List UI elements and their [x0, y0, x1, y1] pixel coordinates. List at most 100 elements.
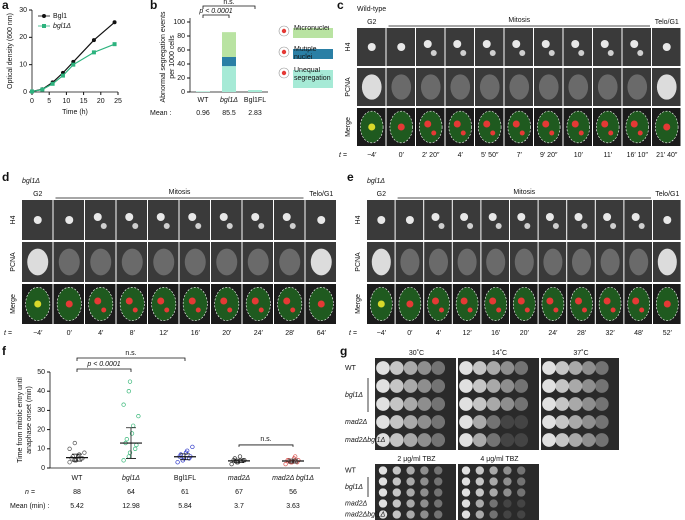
phase-label: G2 — [367, 19, 376, 26]
spot — [392, 466, 401, 475]
spot — [434, 466, 443, 475]
spot — [503, 488, 512, 497]
condition-label: 4 μg/ml TBZ — [480, 456, 519, 463]
spot — [392, 510, 401, 519]
nucleus — [512, 120, 520, 128]
spot — [489, 466, 498, 475]
point — [40, 87, 45, 92]
legend-label: Mutiple nuclei — [294, 46, 317, 61]
strain-label: WT — [345, 467, 357, 474]
spot — [434, 477, 443, 486]
signal — [405, 216, 414, 224]
signal — [65, 216, 74, 224]
time-value: 0′ — [67, 330, 73, 337]
spot — [500, 397, 515, 411]
mean-value: 12.98 — [122, 503, 140, 510]
time-value: 4′ — [436, 330, 442, 337]
spot — [403, 361, 418, 375]
nucleus — [432, 297, 439, 305]
spot — [555, 415, 570, 429]
spot — [459, 397, 473, 411]
y-axis-label: Time from mitotic entry until — [17, 377, 24, 463]
x-tick-label: bgl1Δ — [122, 475, 140, 482]
cell-outline — [541, 287, 565, 321]
data-point — [82, 450, 87, 455]
mean-value: 85.5 — [222, 110, 236, 117]
time-value: 52′ — [663, 330, 673, 337]
y-tick-label: 40 — [37, 388, 45, 395]
y-tick-label: 20 — [177, 75, 185, 82]
nucleus — [251, 297, 259, 305]
spot — [403, 415, 418, 429]
spot — [403, 397, 418, 411]
spot — [406, 499, 415, 508]
nucleus — [517, 297, 525, 305]
y-tick-label: 10 — [37, 446, 45, 453]
cell-outline — [182, 287, 208, 321]
signal — [571, 248, 592, 276]
error-bar — [126, 427, 136, 459]
x-tick-label: 25 — [114, 98, 122, 105]
cell-outline — [245, 287, 271, 321]
spot — [431, 379, 446, 393]
time-value: 48′ — [634, 330, 644, 337]
data-point — [80, 456, 85, 461]
signal — [460, 213, 469, 221]
signal — [188, 213, 197, 221]
signal — [538, 74, 559, 100]
spot — [434, 499, 443, 508]
nucleus — [164, 307, 170, 313]
x-tick-label: bgl1Δ — [220, 97, 238, 104]
signal — [597, 74, 618, 100]
nucleus — [663, 300, 671, 308]
data-point — [190, 444, 195, 450]
row-label: PCNA — [345, 77, 352, 97]
signal — [258, 223, 265, 229]
spot — [417, 433, 432, 447]
bracket — [76, 357, 186, 361]
spot — [389, 379, 404, 393]
spot — [403, 379, 418, 393]
nucleus-icon — [281, 70, 287, 76]
signal — [512, 40, 521, 48]
data-point — [72, 440, 77, 446]
cell-outline — [627, 287, 651, 321]
signal — [517, 213, 526, 221]
spot — [489, 499, 498, 508]
data-point — [175, 460, 180, 465]
legend-label: Unequal segregation — [294, 67, 331, 82]
signal — [663, 216, 672, 224]
spot — [486, 379, 501, 393]
spot — [489, 488, 498, 497]
cell-outline — [455, 287, 479, 321]
x-tick-label: 15 — [80, 98, 88, 105]
nucleus — [195, 307, 201, 313]
nucleus — [582, 307, 587, 313]
signal — [33, 216, 42, 224]
time-value: 32′ — [606, 330, 616, 337]
spot — [389, 361, 404, 375]
row-label: H4 — [345, 42, 352, 51]
spot — [420, 466, 429, 475]
strain-label: WT — [345, 365, 357, 372]
condition-label: 2 μg/ml TBZ — [397, 456, 436, 463]
x-tick-label: Bgl1FL — [244, 97, 266, 104]
cell-outline — [507, 110, 531, 144]
nucleus — [368, 123, 376, 131]
signal — [631, 213, 640, 221]
legend-swatch — [293, 49, 333, 59]
time-value: 64′ — [317, 330, 327, 337]
x-tick-label: WT — [72, 475, 84, 482]
y-tick-label: 100 — [173, 19, 185, 26]
spot — [461, 488, 471, 497]
time-value: 0′ — [399, 152, 405, 159]
y-axis-label: Optical density (600 nm) — [7, 13, 14, 89]
data-point — [67, 460, 72, 465]
nucleus — [317, 300, 325, 308]
signal — [317, 216, 326, 224]
spot — [420, 499, 429, 508]
spot — [417, 415, 432, 429]
spot — [431, 361, 446, 375]
time-value: 8′ — [130, 330, 136, 337]
spot — [378, 477, 388, 486]
